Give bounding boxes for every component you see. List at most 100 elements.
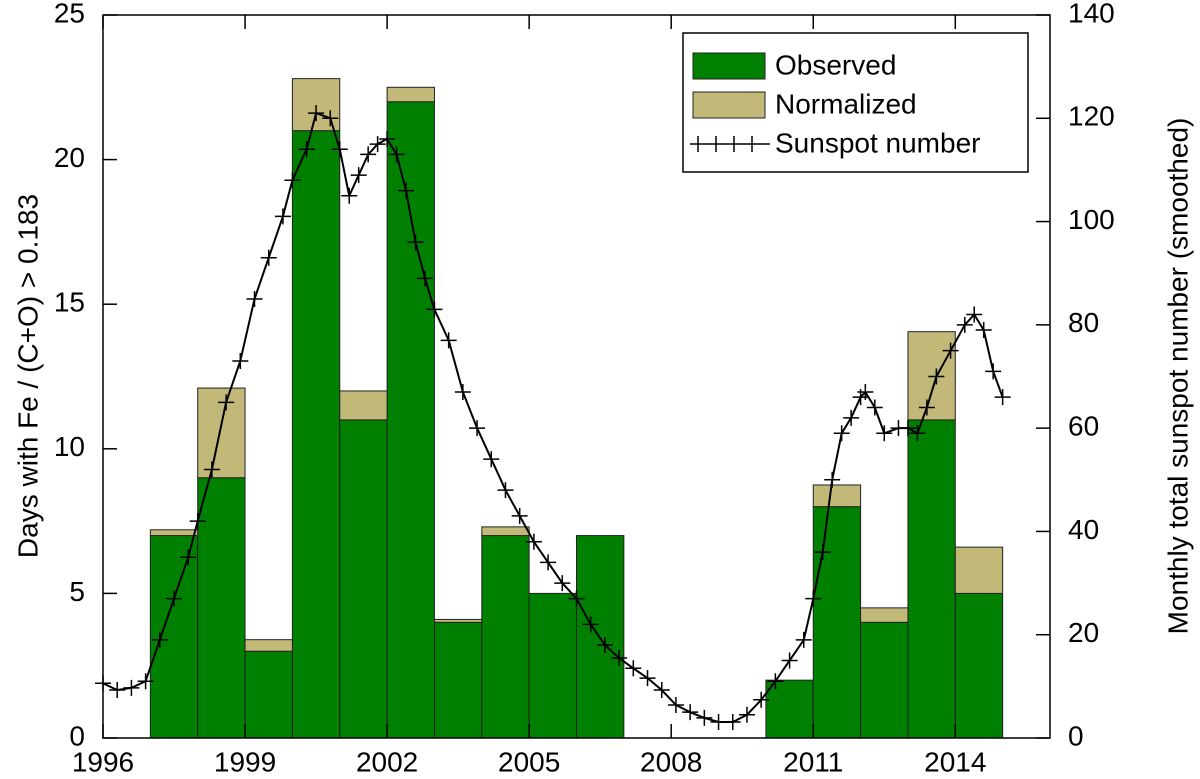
y-axis-label: Days with Fe / (C+O) > 0.183 [12, 194, 43, 558]
sunspot-marker [331, 141, 348, 158]
bar-segment [860, 607, 909, 623]
bar-segment [244, 639, 293, 652]
sunspot-marker [596, 637, 613, 654]
legend-label: Sunspot number [775, 127, 980, 158]
sunspot-marker [341, 187, 358, 204]
sunspot-marker [653, 681, 670, 698]
sunspot-marker [308, 105, 325, 122]
y2-tick-label: 0 [1068, 720, 1084, 751]
y2-tick-label: 60 [1068, 411, 1099, 442]
sunspot-marker [350, 167, 367, 184]
x-tick-label: 2014 [924, 746, 986, 777]
bar-segment [528, 592, 578, 739]
sunspot-marker [525, 533, 542, 550]
sunspot-marker [738, 706, 755, 723]
sunspot-marker [994, 389, 1011, 406]
sunspot-marker [123, 679, 140, 696]
legend-line [690, 136, 770, 152]
bar-segment [907, 419, 956, 739]
sunspot-marker [246, 291, 263, 308]
x-tick-label: 1999 [214, 746, 276, 777]
sunspot-marker [611, 649, 628, 666]
y2-tick-label: 120 [1068, 101, 1115, 132]
sunspot-marker [956, 316, 973, 333]
sunspot-marker [710, 713, 727, 730]
sunspot-marker [918, 399, 935, 416]
y-tick-label: 10 [54, 431, 85, 462]
plot-frame [102, 14, 1051, 739]
sunspot-marker [639, 670, 656, 687]
legend: Observed Normalized Sunspot number [682, 32, 1029, 173]
bar-segment [481, 526, 530, 537]
sunspot-marker [416, 270, 433, 287]
y-tick-label: 20 [54, 142, 85, 173]
sunspot-marker [814, 544, 831, 561]
bar-segment [291, 130, 341, 739]
sunspot-marker [232, 353, 249, 370]
sunspot-marker [625, 660, 642, 677]
sunspot-marker [469, 420, 486, 437]
sunspot-marker [454, 383, 471, 400]
sunspot-marker [203, 461, 220, 478]
y2-tick-label: 80 [1068, 307, 1099, 338]
sunspot-marker [166, 590, 183, 607]
sunspot-marker [833, 425, 850, 442]
x-tick-label: 2011 [783, 746, 843, 777]
sunspot-marker [876, 425, 893, 442]
y2-tick-label: 140 [1068, 0, 1115, 28]
sunspot-marker [398, 182, 415, 199]
sunspot-marker [682, 704, 699, 721]
sunspot-marker [899, 420, 916, 437]
x-tick-label: 2008 [640, 746, 702, 777]
sunspot-marker [218, 394, 235, 411]
sunspot-marker [137, 673, 154, 690]
sunspot-marker [724, 713, 741, 730]
bar-segment [954, 546, 1004, 594]
sunspot-marker [274, 208, 291, 225]
sunspot-marker [497, 482, 514, 499]
bar-segment [386, 86, 435, 103]
sunspot-marker [180, 549, 197, 566]
sunspot-marker [942, 342, 959, 359]
sunspot-marker [928, 368, 945, 385]
legend-swatch [692, 91, 766, 119]
x-tick-label: 2002 [356, 746, 418, 777]
sunspot-marker [781, 652, 798, 669]
bar-segment [433, 621, 483, 739]
sunspot-marker [379, 130, 396, 147]
sunspot-marker [667, 696, 684, 713]
sunspot-marker [554, 575, 571, 592]
sunspot-marker [369, 136, 386, 153]
sunspot-marker [540, 554, 557, 571]
bar-segment [433, 618, 483, 623]
bar-segment [197, 477, 246, 739]
sunspot-marker [568, 590, 585, 607]
bar-segment [149, 529, 199, 537]
sunspot-marker [511, 507, 528, 524]
sunspot-marker [151, 631, 168, 648]
sunspot-marker [767, 673, 784, 690]
sunspot-marker [483, 451, 500, 468]
x-tick-label: 2005 [498, 746, 560, 777]
bar-segment [812, 506, 862, 739]
sunspot-marker [582, 616, 599, 633]
bar-segment [812, 484, 862, 508]
legend-label: Normalized [775, 88, 917, 119]
sunspot-marker [843, 409, 860, 426]
bar-segment [339, 419, 388, 739]
sunspot-marker [426, 301, 443, 318]
sunspot-marker [322, 110, 339, 127]
sunspot-marker [866, 399, 883, 416]
legend-swatch [692, 52, 766, 80]
sunspot-marker [795, 631, 812, 648]
bar-segment [197, 387, 246, 479]
sunspot-marker [360, 146, 377, 163]
sunspot-marker [966, 306, 983, 323]
sunspot-marker [857, 383, 874, 400]
sunspot-marker [909, 425, 926, 442]
sunspot-marker [189, 513, 206, 530]
sunspot-marker [753, 691, 770, 708]
sunspot-marker [985, 363, 1002, 380]
sunspot-marker [805, 590, 822, 607]
